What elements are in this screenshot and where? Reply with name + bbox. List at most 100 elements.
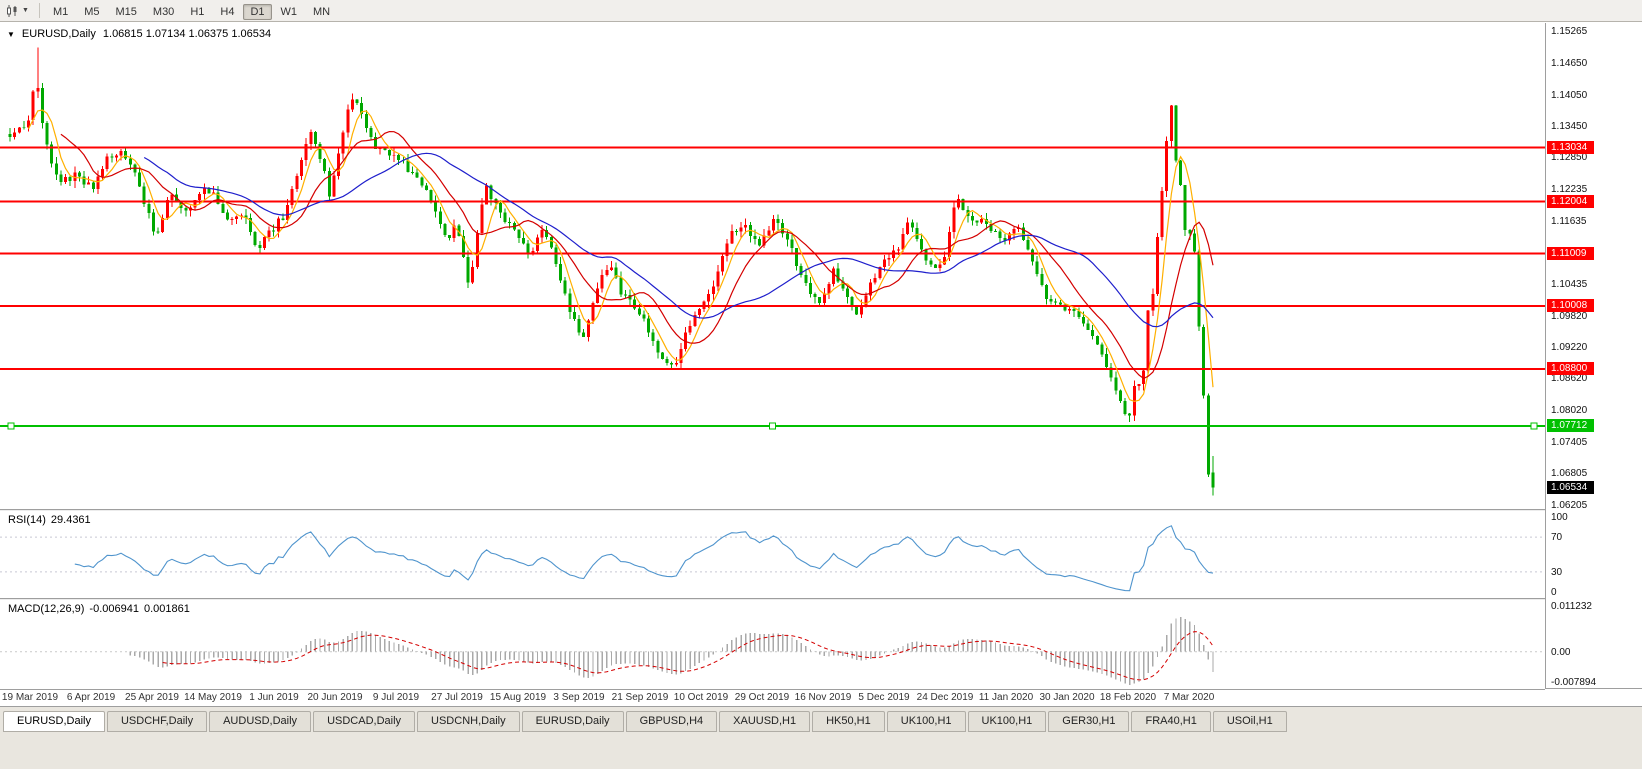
price-level-badge: 1.10008 xyxy=(1547,299,1594,313)
time-axis-label: 7 Mar 2020 xyxy=(1163,692,1215,703)
timeframe-button-W1[interactable]: W1 xyxy=(280,5,298,18)
timeframe-button-H1[interactable]: H1 xyxy=(190,5,205,18)
symbol-dropdown-icon[interactable]: ▼ xyxy=(7,29,15,39)
price-axis-label: 1.08020 xyxy=(1551,404,1588,416)
chart-tab-USDCNH-Daily[interactable]: USDCNH,Daily xyxy=(417,711,520,732)
moving-average-line xyxy=(60,130,1214,380)
rsi-canvas[interactable] xyxy=(0,511,1545,598)
pane-separator[interactable] xyxy=(0,598,1642,600)
time-axis-label: 18 Feb 2020 xyxy=(1099,692,1157,703)
chart-type-dropdown-icon[interactable]: ▼ xyxy=(22,7,29,14)
timeframe-button-H4[interactable]: H4 xyxy=(220,5,235,18)
time-axis-label: 25 Apr 2019 xyxy=(125,692,179,703)
rsi-axis-label: 0 xyxy=(1551,587,1557,598)
chart-symbol-period: EURUSD,Daily xyxy=(21,28,96,40)
macd-value: -0.006941 xyxy=(89,603,139,615)
chart-tab-EURUSD-Daily[interactable]: EURUSD,Daily xyxy=(521,711,624,732)
chart-ohlc-values: 1.06815 1.07134 1.06375 1.06534 xyxy=(102,28,272,40)
price-axis-label: 1.09820 xyxy=(1551,310,1588,322)
timeframe-button-M1[interactable]: M1 xyxy=(52,5,69,18)
price-axis-label: 1.12850 xyxy=(1551,152,1588,164)
macd-label: MACD(12,26,9) -0.006941 0.001861 xyxy=(8,603,195,615)
timeframe-button-M5[interactable]: M5 xyxy=(84,5,100,18)
price-level-badge: 1.12004 xyxy=(1547,195,1594,208)
trendline-handle[interactable] xyxy=(1530,422,1538,430)
macd-pane: MACD(12,26,9) -0.006941 0.001861 xyxy=(0,600,1545,688)
price-chart-canvas[interactable] xyxy=(0,23,1545,509)
chart-title-bar: ▼ EURUSD,Daily 1.06815 1.07134 1.06375 1… xyxy=(7,28,271,40)
rsi-axis-label: 70 xyxy=(1551,532,1563,544)
price-axis-label: 1.12235 xyxy=(1551,184,1588,196)
trendline-handle[interactable] xyxy=(769,422,776,430)
price-level-badge: 1.07712 xyxy=(1547,419,1594,433)
chart-tab-USDCAD-Daily[interactable]: USDCAD,Daily xyxy=(313,711,416,732)
timeframe-button-MN[interactable]: MN xyxy=(313,5,331,18)
time-axis-label: 19 Mar 2019 xyxy=(1,692,59,703)
price-axis-label: 1.09220 xyxy=(1551,342,1588,353)
timeframe-button-M15[interactable]: M15 xyxy=(115,5,137,18)
trendline-handle[interactable] xyxy=(7,422,15,430)
pane-separator[interactable] xyxy=(0,509,1642,511)
price-level-badge: 1.08800 xyxy=(1547,362,1594,376)
chart-tab-USDCHF-Daily[interactable]: USDCHF,Daily xyxy=(106,711,208,732)
chart-tabs-bar: EURUSD,Daily USDCHF,Daily AUDUSD,Daily USDC… xyxy=(0,706,1642,769)
chart-tab-XAUUSD-H1[interactable]: XAUUSD,H1 xyxy=(719,711,811,732)
time-axis-label: 3 Sep 2019 xyxy=(553,692,605,703)
time-axis-label: 27 Jul 2019 xyxy=(431,692,483,703)
current-price-badge: 1.06534 xyxy=(1547,480,1594,494)
moving-average-line xyxy=(143,152,1214,328)
chart-tab-UK100-H1[interactable]: UK100,H1 xyxy=(886,711,966,732)
time-axis-label: 6 Apr 2019 xyxy=(66,692,116,703)
price-axis-label: 1.07405 xyxy=(1551,436,1588,448)
chart-tab-USOil-H1[interactable]: USOil,H1 xyxy=(1212,711,1287,732)
macd-axis-label: 0.011232 xyxy=(1551,601,1592,612)
time-axis-label: 16 Nov 2019 xyxy=(794,692,852,703)
moving-average-line xyxy=(27,109,1214,403)
macd-signal-value: 0.001861 xyxy=(143,603,190,615)
toolbar-separator xyxy=(38,3,40,18)
price-axis-label: 1.13450 xyxy=(1551,120,1588,132)
price-axis-label: 1.14050 xyxy=(1551,89,1588,101)
macd-histogram xyxy=(129,617,1214,685)
chart-tab-UK100-H1[interactable]: UK100,H1 xyxy=(967,711,1047,732)
rsi-axis-label: 30 xyxy=(1551,566,1563,578)
time-axis-label: 30 Jan 2020 xyxy=(1039,692,1095,703)
chart-tab-GER30-H1[interactable]: GER30,H1 xyxy=(1048,711,1130,732)
time-axis-label: 24 Dec 2019 xyxy=(916,692,974,703)
macd-canvas[interactable] xyxy=(0,600,1545,688)
time-axis-label: 10 Oct 2019 xyxy=(673,692,729,703)
chart-tab-GBPUSD-H4[interactable]: GBPUSD,H4 xyxy=(625,711,718,732)
timeframe-toolbar: M1 M5 M15 M30 H1 H4 D1 W1 MN xyxy=(45,2,338,20)
rsi-axis-label: 100 xyxy=(1551,512,1568,523)
rsi-value: 29.4361 xyxy=(50,514,91,526)
time-axis[interactable]: 19 Mar 2019 6 Apr 2019 25 Apr 2019 14 May 2… xyxy=(0,689,1545,706)
macd-signal-line xyxy=(162,631,1214,681)
price-level-badge: 1.13034 xyxy=(1547,141,1594,155)
chart-tab-EURUSD-Daily[interactable]: EURUSD,Daily xyxy=(3,711,105,732)
time-axis-label: 20 Jun 2019 xyxy=(307,692,363,703)
time-axis-label: 11 Jan 2020 xyxy=(978,692,1034,703)
timeframe-button-D1[interactable]: D1 xyxy=(243,3,272,20)
price-axis-label: 1.10435 xyxy=(1551,278,1588,290)
main-chart-pane: ▼ EURUSD,Daily 1.06815 1.07134 1.06375 1… xyxy=(0,23,1545,509)
rsi-indicator-name: RSI(14) xyxy=(8,514,46,526)
price-axis-label: 1.11635 xyxy=(1551,215,1587,227)
rsi-pane: RSI(14) 29.4361 xyxy=(0,511,1545,598)
candlestick-series xyxy=(8,47,1215,496)
price-axis-label: 1.15265 xyxy=(1551,26,1588,38)
time-axis-label: 9 Jul 2019 xyxy=(372,692,420,703)
price-axis[interactable]: 1.15265 1.14650 1.14050 1.13450 1.12850 1.122… xyxy=(1545,23,1642,689)
time-axis-label: 5 Dec 2019 xyxy=(858,692,910,703)
chart-type-icon[interactable] xyxy=(6,4,20,18)
chart-tab-HK50-H1[interactable]: HK50,H1 xyxy=(812,711,885,732)
price-level-badge: 1.11009 xyxy=(1547,247,1594,260)
top-toolbar: ▼ M1 M5 M15 M30 H1 H4 D1 W1 MN xyxy=(0,0,1642,22)
chart-tab-AUDUSD-Daily[interactable]: AUDUSD,Daily xyxy=(209,711,312,732)
macd-indicator-name: MACD(12,26,9) xyxy=(8,603,85,615)
time-axis-label: 14 May 2019 xyxy=(184,692,242,703)
time-axis-label: 29 Oct 2019 xyxy=(734,692,790,703)
timeframe-button-M30[interactable]: M30 xyxy=(152,5,175,18)
time-axis-label: 1 Jun 2019 xyxy=(249,692,299,703)
chart-tab-FRA40-H1[interactable]: FRA40,H1 xyxy=(1131,711,1211,732)
macd-axis-label: 0.00 xyxy=(1551,646,1571,658)
